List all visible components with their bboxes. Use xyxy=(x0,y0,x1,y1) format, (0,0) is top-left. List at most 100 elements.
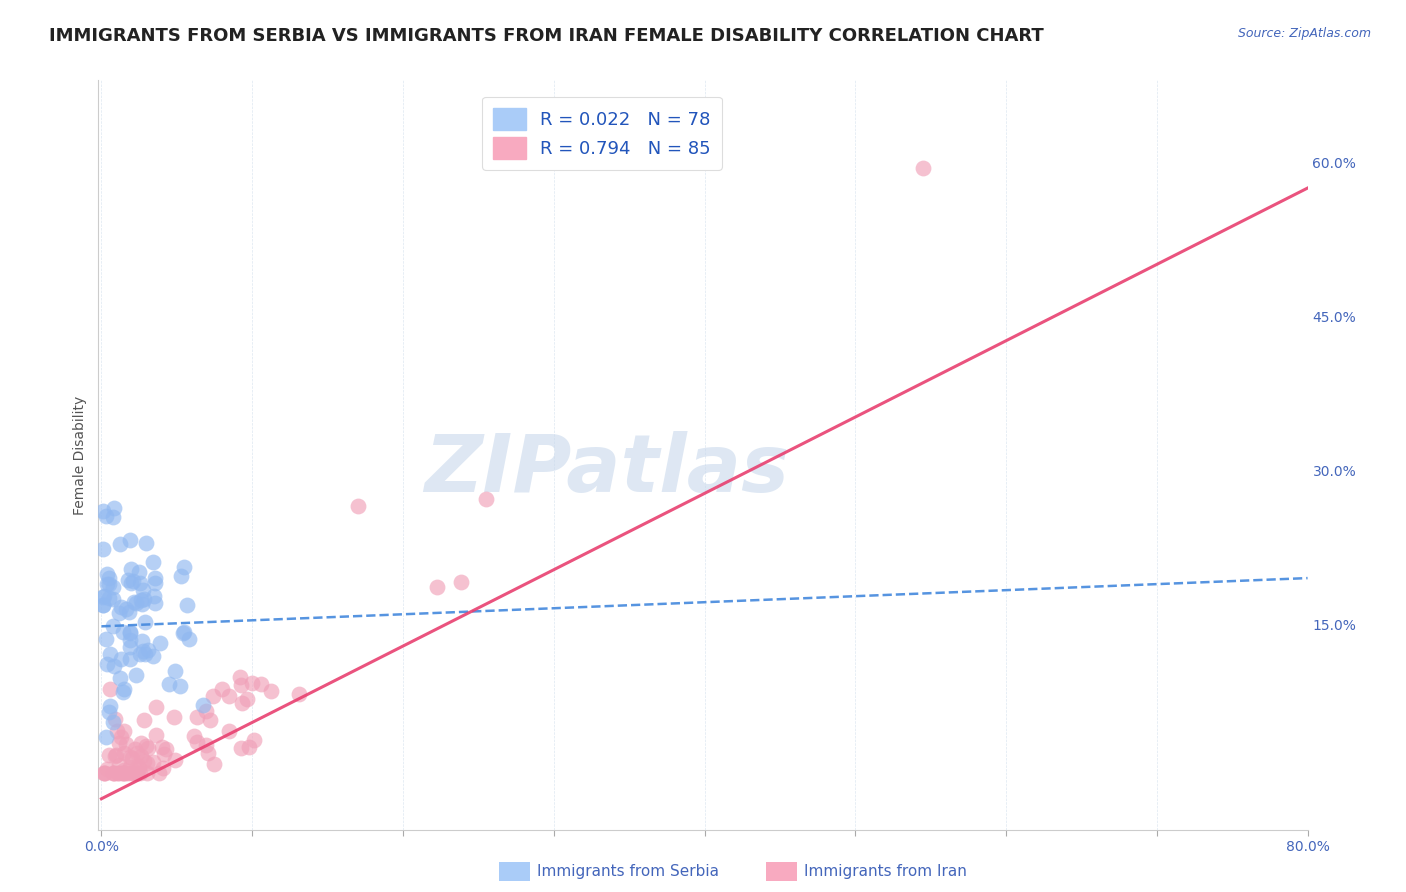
Point xyxy=(91,541,114,556)
Point xyxy=(91,591,114,605)
Point xyxy=(183,730,205,744)
Point xyxy=(162,709,184,723)
Point xyxy=(118,633,141,648)
Point xyxy=(98,577,121,591)
Point xyxy=(110,599,132,614)
Point xyxy=(218,689,240,703)
Point xyxy=(128,766,150,780)
Point xyxy=(96,632,118,646)
Point xyxy=(125,668,148,682)
Point xyxy=(112,724,135,739)
Point xyxy=(142,648,165,663)
Point xyxy=(118,652,141,666)
Point xyxy=(250,676,273,690)
Point xyxy=(143,575,166,590)
Point xyxy=(231,696,253,710)
Point xyxy=(91,504,114,518)
Point xyxy=(118,625,141,640)
Point xyxy=(118,640,141,654)
Point xyxy=(229,670,252,684)
Point xyxy=(143,571,166,585)
Point xyxy=(259,683,281,698)
Point xyxy=(194,738,217,752)
Point xyxy=(134,647,156,661)
Point xyxy=(110,652,132,666)
Point xyxy=(195,704,218,718)
Point xyxy=(136,741,159,756)
Point xyxy=(135,766,157,780)
Point xyxy=(177,632,200,646)
Point xyxy=(172,626,194,640)
Point xyxy=(98,681,121,696)
Point xyxy=(176,598,198,612)
Point xyxy=(127,766,149,780)
Point xyxy=(229,678,252,692)
Point xyxy=(112,681,135,696)
Point xyxy=(118,750,141,764)
Point xyxy=(132,754,155,768)
Point xyxy=(96,657,118,671)
Point xyxy=(108,758,131,772)
Point xyxy=(124,742,146,756)
Point xyxy=(96,763,118,777)
Point xyxy=(112,763,135,777)
Point xyxy=(101,618,124,632)
Point xyxy=(98,705,121,719)
Point xyxy=(115,602,138,616)
Point xyxy=(117,766,139,780)
Point xyxy=(98,647,121,661)
Point xyxy=(135,756,157,770)
Point xyxy=(118,626,141,640)
Point xyxy=(91,598,114,612)
Point xyxy=(91,598,114,612)
Point xyxy=(145,728,167,742)
Point xyxy=(101,766,124,780)
Point xyxy=(191,698,214,712)
Point xyxy=(120,533,142,547)
Text: Immigrants from Iran: Immigrants from Iran xyxy=(804,864,967,879)
Point xyxy=(97,747,120,762)
Point xyxy=(128,761,150,775)
Point xyxy=(134,713,156,727)
Point xyxy=(211,682,233,697)
Point xyxy=(149,636,172,650)
Point xyxy=(118,760,141,774)
Point xyxy=(129,736,152,750)
Legend: R = 0.022   N = 78, R = 0.794   N = 85: R = 0.022 N = 78, R = 0.794 N = 85 xyxy=(482,97,721,169)
Point xyxy=(152,761,174,775)
Point xyxy=(122,766,145,780)
Point xyxy=(143,596,166,610)
Point xyxy=(103,500,125,515)
Point xyxy=(127,766,149,780)
Point xyxy=(240,676,263,690)
Point xyxy=(93,766,115,780)
Point xyxy=(112,684,135,698)
Point xyxy=(100,699,122,714)
Point xyxy=(173,624,195,639)
Y-axis label: Female Disability: Female Disability xyxy=(73,395,87,515)
Point xyxy=(170,568,193,582)
Point xyxy=(152,747,174,761)
Point xyxy=(426,580,449,594)
Text: Source: ZipAtlas.com: Source: ZipAtlas.com xyxy=(1237,27,1371,40)
Point xyxy=(101,591,124,606)
Point xyxy=(138,642,160,657)
Point xyxy=(94,730,117,744)
Point xyxy=(93,589,115,603)
Point xyxy=(108,537,131,551)
Point xyxy=(142,755,165,769)
Point xyxy=(142,555,165,569)
Point xyxy=(112,766,135,780)
Point xyxy=(120,562,142,576)
Point xyxy=(103,766,125,780)
Point xyxy=(103,714,125,729)
Point xyxy=(145,699,167,714)
Point xyxy=(235,692,257,706)
Text: IMMIGRANTS FROM SERBIA VS IMMIGRANTS FROM IRAN FEMALE DISABILITY CORRELATION CHA: IMMIGRANTS FROM SERBIA VS IMMIGRANTS FRO… xyxy=(49,27,1045,45)
Point xyxy=(93,766,115,780)
Point xyxy=(107,766,129,780)
Point xyxy=(121,766,143,780)
Point xyxy=(129,576,152,591)
Point xyxy=(112,624,135,639)
Point xyxy=(143,589,166,603)
